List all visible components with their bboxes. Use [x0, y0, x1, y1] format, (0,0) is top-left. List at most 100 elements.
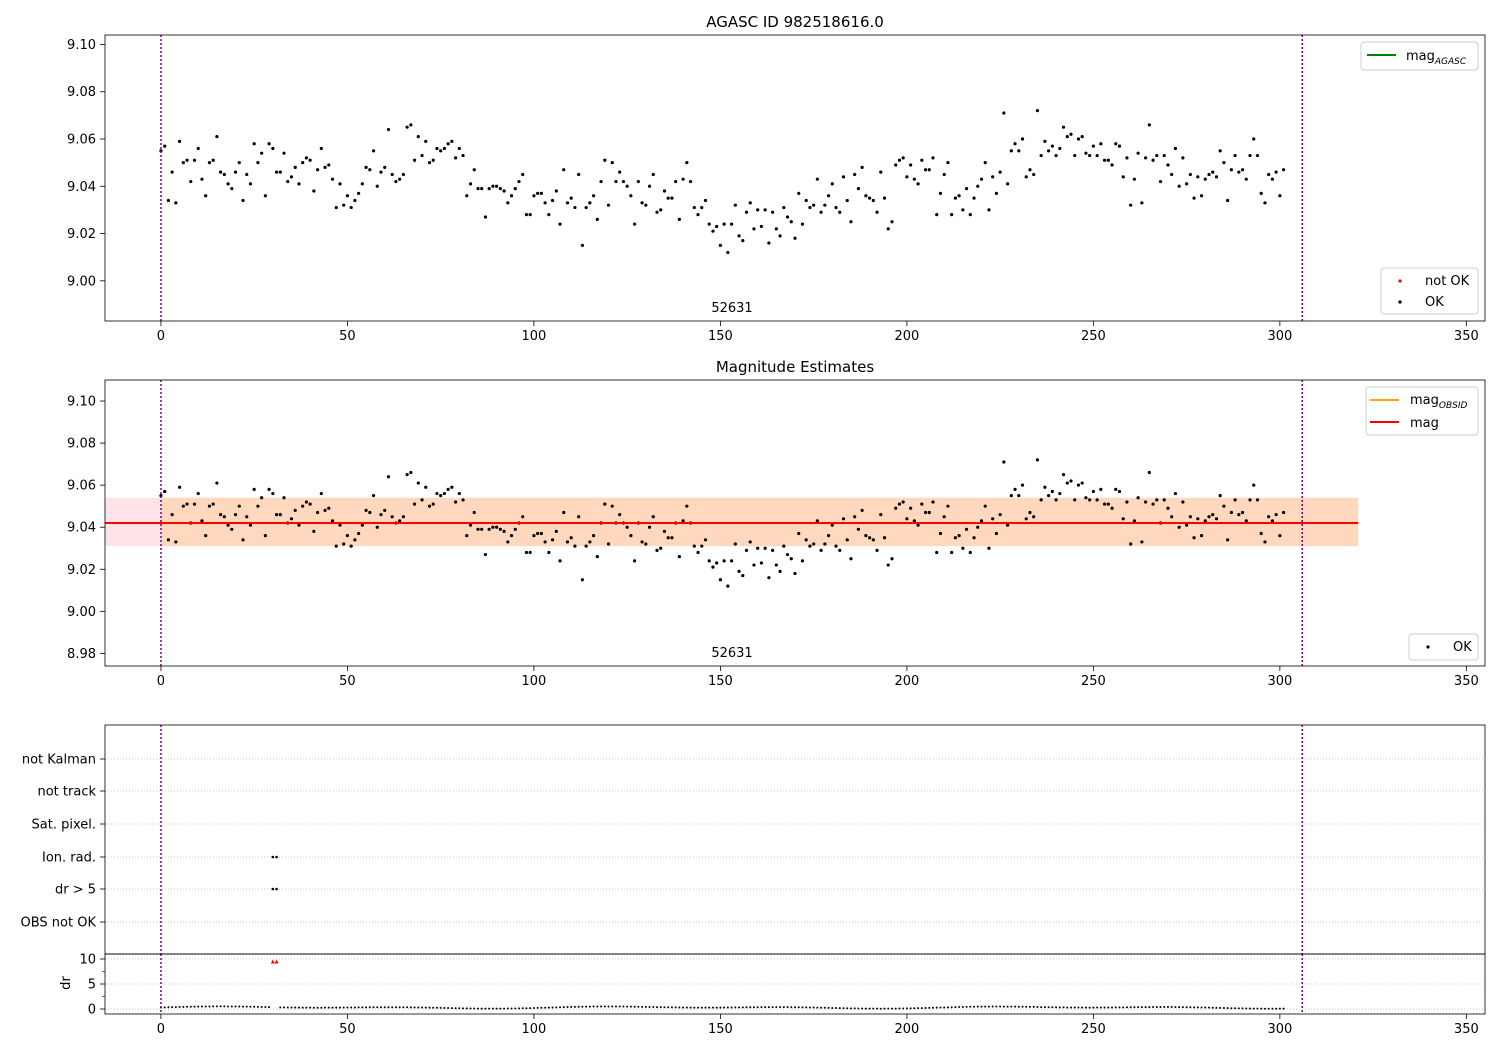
data-point	[953, 536, 957, 540]
dr-point	[749, 1006, 752, 1009]
data-point	[976, 184, 980, 188]
data-point	[991, 175, 995, 179]
data-point	[1125, 156, 1129, 160]
dr-point	[473, 1007, 476, 1010]
data-point	[797, 531, 801, 536]
data-point	[364, 508, 368, 512]
data-point	[260, 151, 264, 155]
y-tick-label: 9.10	[67, 395, 96, 410]
flag-point	[271, 855, 275, 859]
dr-outlier-point	[270, 959, 275, 964]
data-point	[289, 175, 294, 179]
data-point	[1226, 538, 1230, 542]
data-point	[737, 569, 741, 573]
data-point	[707, 222, 711, 226]
flags-panel: not Kalman not track Sat. pixel. Ion. rad. d…	[21, 724, 1486, 955]
data-point	[763, 208, 767, 212]
data-point	[170, 170, 174, 174]
dr-point	[1040, 1006, 1043, 1009]
data-point	[431, 502, 435, 506]
dr-point	[1133, 1006, 1136, 1009]
data-point	[591, 194, 596, 198]
data-point	[1185, 182, 1189, 186]
dr-point	[409, 1006, 412, 1009]
dr-point	[1129, 1006, 1132, 1009]
flag-point	[275, 855, 278, 859]
data-point	[774, 227, 778, 231]
data-point	[1099, 487, 1103, 491]
data-point	[1270, 519, 1275, 523]
data-point	[759, 561, 764, 565]
x-tick-label: 150	[708, 1022, 733, 1037]
data-point	[946, 504, 950, 508]
data-point	[692, 205, 696, 210]
data-point	[200, 177, 204, 181]
dr-point	[1237, 1007, 1240, 1010]
data-point	[420, 498, 424, 502]
dr-point	[503, 1007, 506, 1010]
data-point	[909, 163, 913, 167]
data-point	[390, 172, 394, 177]
data-point	[1259, 191, 1263, 195]
data-point	[524, 550, 529, 555]
data-point	[1117, 144, 1122, 148]
data-point	[867, 196, 872, 200]
data-point	[931, 156, 935, 160]
dr-point	[1204, 1006, 1207, 1009]
dr-point	[346, 1006, 349, 1009]
data-point	[286, 179, 290, 184]
data-point	[174, 540, 178, 544]
dr-point	[1043, 1006, 1046, 1009]
dr-point	[629, 1005, 632, 1008]
dr-point	[1148, 1006, 1151, 1009]
dr-point	[1036, 1005, 1039, 1008]
data-point	[696, 550, 700, 555]
data-point	[655, 210, 659, 214]
data-point	[729, 222, 734, 226]
data-point	[1114, 142, 1118, 146]
dr-point	[991, 1005, 994, 1008]
dr-point	[297, 1006, 300, 1009]
dr-point	[514, 1007, 517, 1010]
dr-point	[327, 1006, 330, 1009]
dr-point	[976, 1005, 979, 1008]
data-point	[547, 550, 551, 555]
estimates-legend-bottom: OK	[1408, 633, 1479, 661]
data-point	[584, 205, 588, 210]
data-point	[629, 534, 633, 538]
data-point	[968, 550, 972, 555]
data-point	[935, 213, 939, 217]
dr-point	[652, 1006, 655, 1009]
data-point	[1125, 500, 1129, 504]
dr-point	[585, 1005, 588, 1008]
data-point	[360, 523, 364, 527]
legend-label-ok: OK	[1425, 295, 1444, 310]
dr-point	[943, 1006, 946, 1009]
data-point	[1170, 515, 1174, 519]
data-point	[785, 215, 790, 219]
data-point	[215, 135, 219, 139]
data-point	[1147, 470, 1151, 475]
y-tick-label: 9.02	[67, 227, 96, 242]
data-point	[1233, 498, 1237, 502]
data-point	[897, 502, 902, 506]
dr-point	[1014, 1005, 1017, 1008]
data-point	[177, 139, 182, 143]
dr-point	[667, 1006, 670, 1009]
dr-point	[1047, 1006, 1050, 1009]
data-point	[174, 201, 178, 205]
data-point	[659, 546, 663, 550]
data-point	[439, 149, 443, 153]
x-tick-label: 300	[1267, 1022, 1292, 1037]
data-point	[577, 172, 581, 177]
data-point	[703, 538, 708, 542]
dr-point	[1114, 1006, 1117, 1009]
x-tick-label: 100	[522, 1022, 547, 1037]
data-point	[521, 172, 525, 177]
estimates-plot-area: 0 50 100 150 200 250 300 350 8.98 9.00 9.02 9.04 9.0…	[67, 379, 1486, 689]
dr-point	[1051, 1006, 1054, 1009]
data-point	[636, 179, 640, 184]
dr-point	[320, 1006, 323, 1009]
dr-point	[443, 1006, 446, 1009]
